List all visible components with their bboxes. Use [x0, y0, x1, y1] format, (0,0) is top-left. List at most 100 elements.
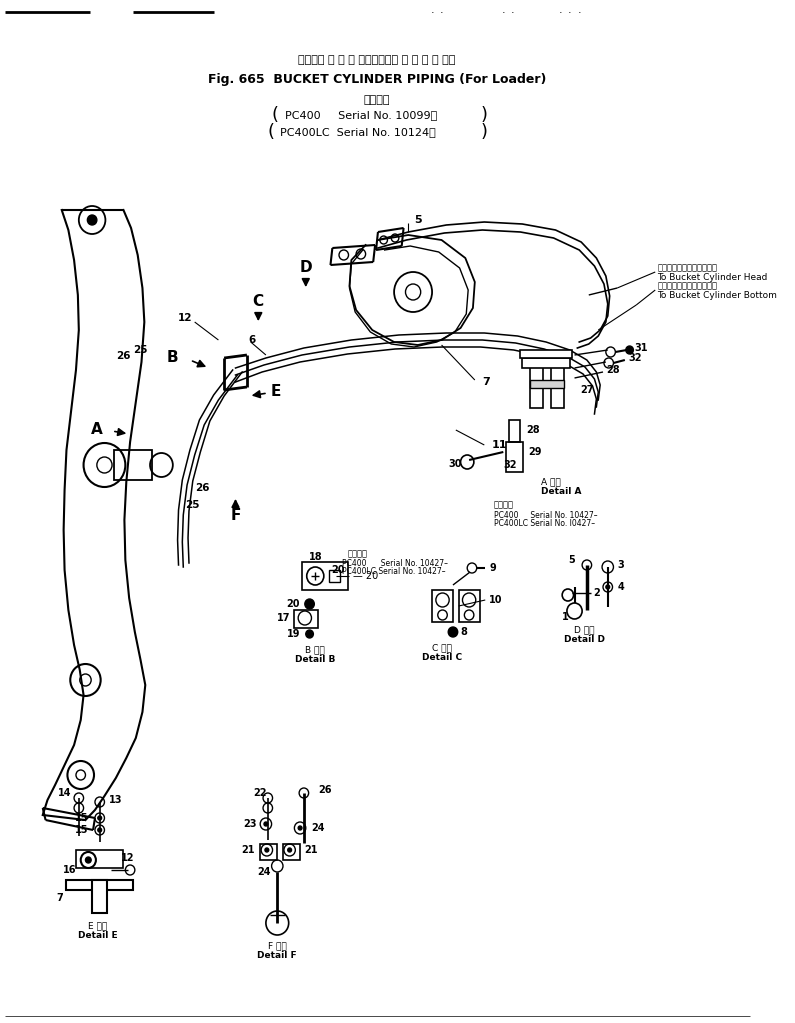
- Bar: [260, 844, 277, 860]
- Bar: [294, 610, 318, 628]
- Text: 26: 26: [318, 785, 332, 795]
- Text: 7: 7: [483, 377, 491, 387]
- Text: 24: 24: [258, 868, 271, 877]
- Text: 5: 5: [568, 555, 575, 565]
- Text: .: .: [568, 5, 572, 15]
- Bar: [506, 442, 523, 472]
- Text: Detail A: Detail A: [541, 488, 582, 496]
- Circle shape: [298, 826, 302, 830]
- Circle shape: [304, 599, 314, 609]
- Text: A: A: [91, 422, 103, 438]
- Text: B: B: [167, 351, 179, 365]
- Circle shape: [606, 585, 610, 589]
- Text: To Bucket Cylinder Head: To Bucket Cylinder Head: [657, 273, 767, 282]
- Polygon shape: [551, 365, 564, 408]
- Text: 25: 25: [185, 500, 200, 510]
- Text: 20: 20: [286, 599, 300, 609]
- Text: 25: 25: [133, 345, 147, 355]
- Text: .: .: [558, 5, 562, 15]
- Text: A 詳細: A 詳細: [541, 478, 561, 487]
- Text: E 詳細: E 詳細: [88, 922, 107, 931]
- Bar: [283, 844, 300, 860]
- Text: 適用号機: 適用号機: [364, 95, 390, 105]
- Bar: [328, 570, 340, 582]
- Bar: [76, 850, 123, 868]
- Circle shape: [264, 822, 268, 826]
- Text: 12: 12: [178, 313, 192, 323]
- Polygon shape: [521, 350, 572, 358]
- Text: 適用号機: 適用号機: [347, 549, 367, 559]
- Text: 15: 15: [75, 813, 88, 822]
- Text: PC400     Serial No. 10099～: PC400 Serial No. 10099～: [285, 110, 437, 120]
- Text: 4: 4: [617, 582, 624, 592]
- Text: 11: 11: [492, 440, 507, 450]
- Text: 21: 21: [304, 845, 317, 855]
- Text: Detail C: Detail C: [421, 654, 462, 663]
- Text: 24: 24: [312, 822, 325, 833]
- Circle shape: [87, 215, 97, 225]
- Text: 16: 16: [63, 865, 76, 875]
- Text: (: (: [267, 123, 274, 141]
- Bar: [302, 562, 347, 590]
- Bar: [530, 380, 564, 388]
- Text: D: D: [300, 261, 312, 275]
- Text: ): ): [481, 106, 488, 124]
- Text: Detail E: Detail E: [78, 932, 118, 940]
- Text: PC400LC Serial No. 10427–: PC400LC Serial No. 10427–: [342, 568, 445, 577]
- Text: PC400      Serial No. 10427–: PC400 Serial No. 10427–: [342, 560, 448, 569]
- Text: .: .: [430, 5, 434, 15]
- Text: PC400LC  Serial No. 10124～: PC400LC Serial No. 10124～: [280, 127, 436, 137]
- Text: 31: 31: [634, 343, 648, 353]
- Text: 19: 19: [286, 629, 300, 639]
- Text: 6: 6: [249, 335, 256, 345]
- Text: 7: 7: [57, 893, 64, 903]
- Text: D 詳細: D 詳細: [574, 625, 595, 634]
- Text: E: E: [270, 385, 281, 400]
- Text: C 詳細: C 詳細: [432, 643, 452, 653]
- Text: C: C: [253, 295, 264, 310]
- Text: 22: 22: [254, 788, 267, 798]
- Text: 28: 28: [606, 365, 619, 375]
- Text: 32: 32: [503, 460, 517, 470]
- Bar: [459, 590, 479, 622]
- Text: Detail F: Detail F: [258, 951, 297, 961]
- Text: ): ): [481, 123, 488, 141]
- Circle shape: [86, 857, 91, 863]
- Polygon shape: [92, 880, 107, 913]
- Text: バケットシリンダボトムへ: バケットシリンダボトムへ: [657, 281, 717, 291]
- Text: 20: 20: [332, 565, 345, 575]
- Bar: [509, 420, 521, 442]
- Text: 27: 27: [580, 385, 594, 395]
- Circle shape: [288, 848, 292, 852]
- Text: 2: 2: [594, 588, 600, 598]
- Circle shape: [626, 346, 634, 354]
- Text: (: (: [272, 106, 279, 124]
- Text: 30: 30: [448, 459, 462, 469]
- Text: .: .: [502, 5, 505, 15]
- Text: 13: 13: [109, 795, 122, 805]
- Circle shape: [306, 630, 313, 638]
- Text: 1: 1: [562, 612, 569, 622]
- Circle shape: [265, 848, 269, 852]
- Text: 5: 5: [414, 215, 421, 225]
- Text: 8: 8: [460, 627, 467, 637]
- Text: .: .: [440, 5, 444, 15]
- Text: Detail B: Detail B: [295, 656, 335, 665]
- Polygon shape: [522, 358, 570, 368]
- Text: 26: 26: [117, 351, 131, 361]
- Text: 29: 29: [528, 447, 541, 457]
- Text: F: F: [231, 507, 241, 523]
- Bar: [432, 590, 453, 622]
- Text: B 詳細: B 詳細: [305, 646, 325, 655]
- Text: PC400LC Serial No. I0427–: PC400LC Serial No. I0427–: [494, 519, 595, 528]
- Text: 26: 26: [195, 483, 209, 493]
- Text: バケットシリンダヘッドへ: バケットシリンダヘッドへ: [657, 264, 717, 272]
- Text: 14: 14: [58, 788, 72, 798]
- Text: 32: 32: [629, 353, 642, 363]
- Bar: [114, 450, 152, 480]
- Text: バケット シ リ ン ダパイピング （ ロ ー ダ 用）: バケット シ リ ン ダパイピング （ ロ ー ダ 用）: [298, 55, 456, 65]
- Polygon shape: [67, 880, 133, 890]
- Text: 適用号機: 適用号機: [494, 500, 514, 509]
- Polygon shape: [530, 365, 543, 408]
- Text: 10: 10: [489, 595, 502, 605]
